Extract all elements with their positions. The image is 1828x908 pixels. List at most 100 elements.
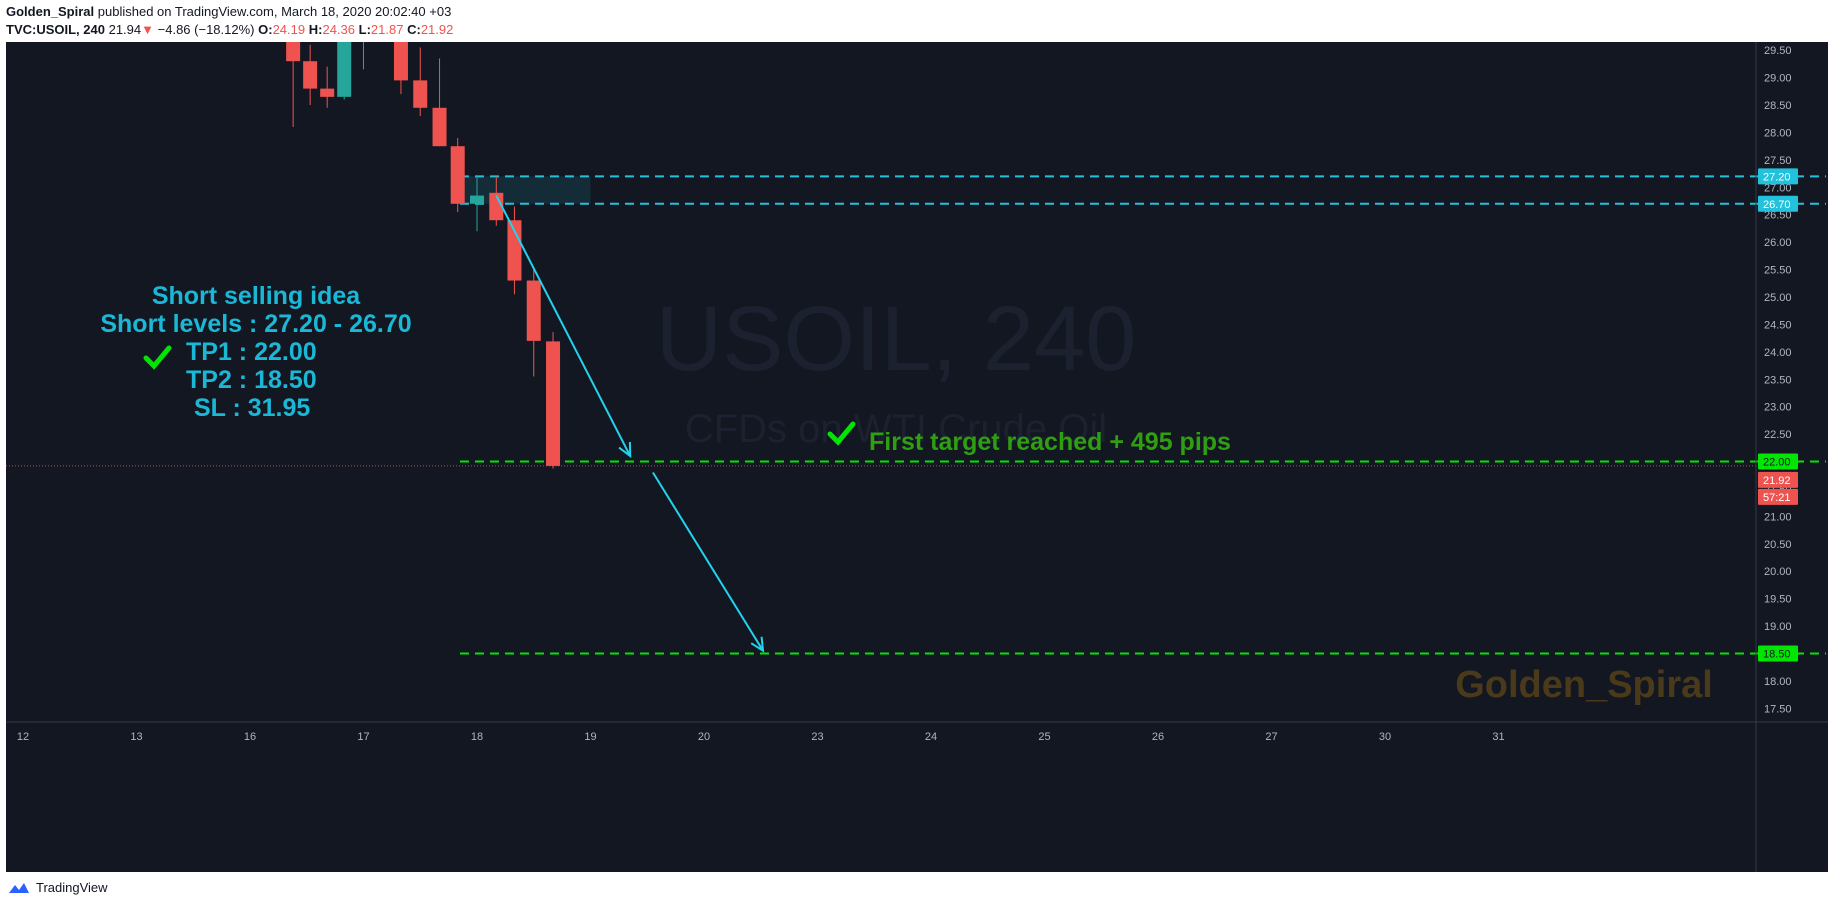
candle-body[interactable] (413, 80, 428, 108)
last-price-tag: 21.92 (1763, 475, 1791, 487)
tp1-price-tag: 22.00 (1763, 457, 1791, 469)
price-tick-label: 28.00 (1764, 127, 1792, 139)
price-tick-label: 27.00 (1764, 182, 1792, 194)
arrow-head-icon (750, 636, 765, 653)
candle-body[interactable] (320, 88, 335, 97)
low-label: L: (358, 22, 371, 37)
author-name[interactable]: Golden_Spiral (6, 4, 95, 19)
countdown-tag: 57:21 (1763, 492, 1791, 504)
zone-bottom-price-tag-bg (1758, 195, 1798, 212)
high-label: H: (308, 22, 323, 37)
price-tick-label: 29.50 (1764, 45, 1792, 57)
author-signature: Golden_Spiral (1455, 664, 1713, 706)
price-tick-label: 19.00 (1764, 621, 1792, 633)
idea-title: Short selling idea (152, 282, 361, 310)
price-tick-label: 23.50 (1764, 374, 1792, 386)
tp2-price-tag: 18.50 (1763, 648, 1791, 660)
candle-body[interactable] (393, 39, 408, 81)
candle-body[interactable] (470, 195, 484, 204)
candle-body[interactable] (303, 61, 318, 89)
time-tick-label: 24 (925, 731, 937, 743)
price-tick-label: 25.00 (1764, 292, 1792, 304)
price-tick-label: 25.50 (1764, 265, 1792, 277)
short-levels-text: Short levels : 27.20 - 26.70 (100, 310, 411, 338)
tradingview-logo[interactable]: TradingView (8, 880, 108, 895)
candle-body[interactable] (337, 39, 352, 97)
time-tick-label: 12 (17, 731, 29, 743)
candle-body[interactable] (432, 107, 447, 147)
time-axis[interactable]: 12 13 16 17 18 19 20 23 24 25 26 27 30 31 (17, 731, 1505, 743)
price-tick-label: 24.00 (1764, 347, 1792, 359)
price-tick-label: 28.50 (1764, 100, 1792, 112)
time-tick-label: 19 (584, 731, 596, 743)
candle-body[interactable] (546, 341, 561, 466)
price-tick-label: 20.00 (1764, 566, 1792, 578)
chart-background (6, 42, 1828, 872)
open-label: O: (258, 22, 273, 37)
change-value: −4.86 (−18.12%) (157, 22, 255, 37)
price-tick-label: 26.00 (1764, 237, 1792, 249)
time-tick-label: 26 (1152, 731, 1164, 743)
trend-arrow-line[interactable] (652, 471, 764, 652)
price-tick-label: 27.50 (1764, 155, 1792, 167)
publish-date: published on TradingView.com, March 18, … (97, 4, 452, 19)
sl-text: SL : 31.95 (194, 394, 310, 422)
chart-area[interactable]: USOIL, 240 CFDs on WTI Crude Oil Short s… (6, 28, 1828, 872)
price-tick-label: 20.50 (1764, 539, 1792, 551)
candlestick-chart[interactable]: USOIL, 240 CFDs on WTI Crude Oil Short s… (6, 28, 1828, 872)
last-price: 21.94 (108, 22, 142, 37)
price-tick-label: 22.50 (1764, 429, 1792, 441)
tradingview-logo-icon (9, 882, 29, 893)
zone-top-price-tag: 27.20 (1763, 171, 1791, 183)
time-tick-label: 13 (130, 731, 142, 743)
open-value: 24.19 (272, 22, 306, 37)
publish-info: Golden_Spiral published on TradingView.c… (6, 4, 451, 19)
check-icon (143, 345, 172, 370)
candle-body[interactable] (286, 33, 301, 62)
zone-top-price-tag-bg (1758, 168, 1798, 185)
time-tick-label: 23 (811, 731, 823, 743)
time-tick-label: 31 (1492, 731, 1504, 743)
watermark-description: CFDs on WTI Crude Oil (685, 407, 1107, 451)
time-tick-label: 16 (244, 731, 256, 743)
close-label: C: (407, 22, 421, 37)
tp1-price-tag-bg (1758, 453, 1798, 470)
candle-body[interactable] (507, 220, 522, 281)
target-check-icon (827, 421, 856, 446)
last-price-tag-bg (1758, 471, 1798, 488)
down-arrow-icon: ▼ (141, 22, 155, 37)
time-tick-label: 18 (471, 731, 483, 743)
price-tick-label: 17.50 (1764, 703, 1792, 715)
countdown-tag-bg (1758, 488, 1798, 505)
target-reached-text: First target reached + 495 pips (869, 428, 1231, 456)
tp2-text: TP2 : 18.50 (186, 366, 317, 394)
price-tick-label: 19.50 (1764, 594, 1792, 606)
tp1-text: TP1 : 22.00 (186, 338, 317, 366)
tp2-price-tag-bg (1758, 645, 1798, 662)
watermark-symbol: USOIL, 240 (656, 288, 1137, 390)
high-value: 24.36 (322, 22, 356, 37)
candle-body[interactable] (526, 280, 541, 341)
candle-body[interactable] (489, 192, 504, 221)
time-tick-label: 20 (698, 731, 710, 743)
price-tick-label: 29.00 (1764, 73, 1792, 85)
price-tick-label: 24.50 (1764, 319, 1792, 331)
price-tick-label: 26.50 (1764, 210, 1792, 222)
time-tick-label: 27 (1265, 731, 1277, 743)
zone-bottom-price-tag: 26.70 (1763, 199, 1791, 211)
time-tick-label: 30 (1379, 731, 1391, 743)
arrow-head-icon (618, 442, 632, 459)
footer: TradingView (0, 872, 1828, 908)
low-value: 21.87 (370, 22, 404, 37)
chart-header: Golden_Spiral published on TradingView.c… (0, 0, 1828, 42)
time-tick-label: 17 (357, 731, 369, 743)
candle-body[interactable] (450, 146, 465, 204)
close-value: 21.92 (420, 22, 454, 37)
brand-name: TradingView (36, 880, 108, 895)
symbol-label[interactable]: TVC:USOIL, 240 (6, 22, 105, 37)
price-tick-label: 21.00 (1764, 511, 1792, 523)
price-tick-label: 18.00 (1764, 676, 1792, 688)
trend-arrow-line[interactable] (495, 195, 632, 457)
time-tick-label: 25 (1038, 731, 1050, 743)
price-tick-label: 23.00 (1764, 402, 1792, 414)
